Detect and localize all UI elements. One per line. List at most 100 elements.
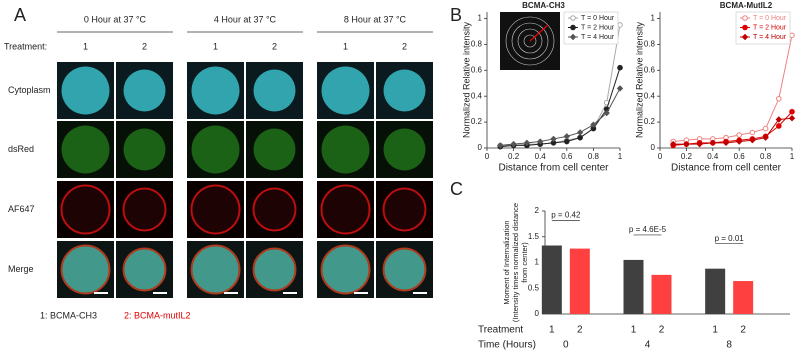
series-line [673, 117, 793, 145]
ring [505, 16, 555, 66]
cell [383, 69, 426, 112]
cell [122, 247, 167, 292]
legend-label: T = 0 Hour [753, 15, 787, 22]
y-tick-label: 2 [535, 206, 540, 215]
marker [696, 140, 703, 148]
category-label: 0 [563, 340, 569, 351]
cell [252, 247, 297, 292]
row-label: dsRed [8, 144, 34, 154]
marker [603, 109, 610, 117]
y-axis-label: (Intensity times normalized distance [511, 203, 520, 322]
treatment-number: 1 [549, 325, 555, 336]
ring [523, 34, 537, 48]
y-tick-label: 1.5 [528, 232, 540, 241]
cell [382, 187, 427, 232]
x-tick-label: 0 [658, 152, 663, 161]
treatment-number: 1 [83, 41, 88, 51]
marker [788, 115, 796, 122]
marker [789, 32, 795, 39]
cell [61, 125, 110, 174]
x-tick-label: 0.2 [508, 152, 520, 161]
series-line [500, 67, 621, 148]
y-tick-label: 0 [535, 309, 540, 318]
cell [253, 128, 296, 171]
legend-marker [570, 24, 576, 31]
marker [749, 137, 756, 144]
cell [190, 184, 241, 235]
x-tick-label: 1 [618, 152, 623, 161]
y-tick-label: 1 [478, 14, 483, 23]
group-label: Treatment [478, 325, 523, 336]
series-line [500, 88, 621, 146]
marker [762, 134, 769, 141]
x-tick-label: 0.4 [535, 152, 547, 161]
panel-label: C [450, 179, 463, 199]
panel-label: B [450, 5, 462, 25]
p-value: p = 0.01 [715, 234, 745, 243]
inset [500, 12, 560, 70]
marker [736, 138, 743, 145]
category-label: 4 [645, 340, 651, 351]
row-label: Merge [8, 264, 34, 274]
treatment-number: 2 [272, 41, 277, 51]
legend-label: T = 0 Hour [581, 15, 615, 22]
row-label: Cytoplasm [8, 85, 51, 95]
marker [683, 140, 690, 148]
y-axis-label: Moment of Internalization [502, 220, 511, 304]
marker [564, 138, 570, 145]
treatment-number: 2 [740, 325, 746, 336]
bar [569, 248, 590, 314]
y-tick-label: 0.2 [471, 117, 483, 126]
y-tick-label: 1 [651, 14, 656, 23]
y-tick-label: 0.4 [471, 91, 483, 100]
marker [776, 123, 782, 129]
marker [722, 139, 730, 147]
legend-entry: 1: BCMA-CH3 [40, 310, 97, 320]
cell [191, 125, 240, 174]
x-tick-label: 0.8 [760, 152, 772, 161]
row-label: AF647 [8, 204, 35, 214]
legend-label: T = 2 Hour [581, 24, 615, 31]
marker [497, 142, 504, 149]
x-tick-label: 0.6 [734, 152, 746, 161]
marker [563, 133, 570, 140]
treatment-number: 2 [577, 325, 583, 336]
treatment-number: 1 [712, 325, 718, 336]
cell [190, 244, 241, 295]
legend-entry: 2: BCMA-mutIL2 [124, 310, 191, 320]
y-tick-label: 0 [478, 143, 483, 152]
cell [60, 244, 111, 295]
x-tick-label: 0.8 [588, 152, 600, 161]
marker [523, 139, 531, 147]
p-value: p = 4.6E-5 [629, 225, 667, 234]
treatment-number: 1 [343, 41, 348, 51]
marker [590, 121, 597, 128]
y-axis-label: from center) [520, 242, 529, 283]
cell [122, 187, 167, 232]
cell [253, 69, 296, 112]
y-tick-label: 0 [651, 143, 656, 152]
chart-title: BCMA-CH3 [522, 1, 565, 10]
category-label: 8 [726, 340, 732, 351]
legend-marker [569, 33, 577, 41]
panel-label: A [14, 5, 26, 25]
cell [123, 69, 166, 112]
bar [623, 259, 644, 314]
legend-marker [741, 33, 749, 41]
cell [320, 244, 371, 295]
y-tick-label: 0.6 [644, 65, 656, 74]
cell [123, 128, 166, 171]
legend-marker [742, 24, 748, 31]
ring [517, 28, 543, 54]
treatment-number: 2 [142, 41, 147, 51]
y-tick-label: 0.5 [528, 283, 540, 292]
chart-title: BCMA-MutIL2 [720, 1, 773, 10]
marker [789, 108, 795, 115]
cell [320, 184, 371, 235]
marker [617, 22, 623, 28]
bar [705, 268, 726, 314]
radius [529, 24, 549, 42]
column-header: 0 Hour at 37 °C [84, 14, 147, 24]
x-tick-label: 0.6 [561, 152, 573, 161]
